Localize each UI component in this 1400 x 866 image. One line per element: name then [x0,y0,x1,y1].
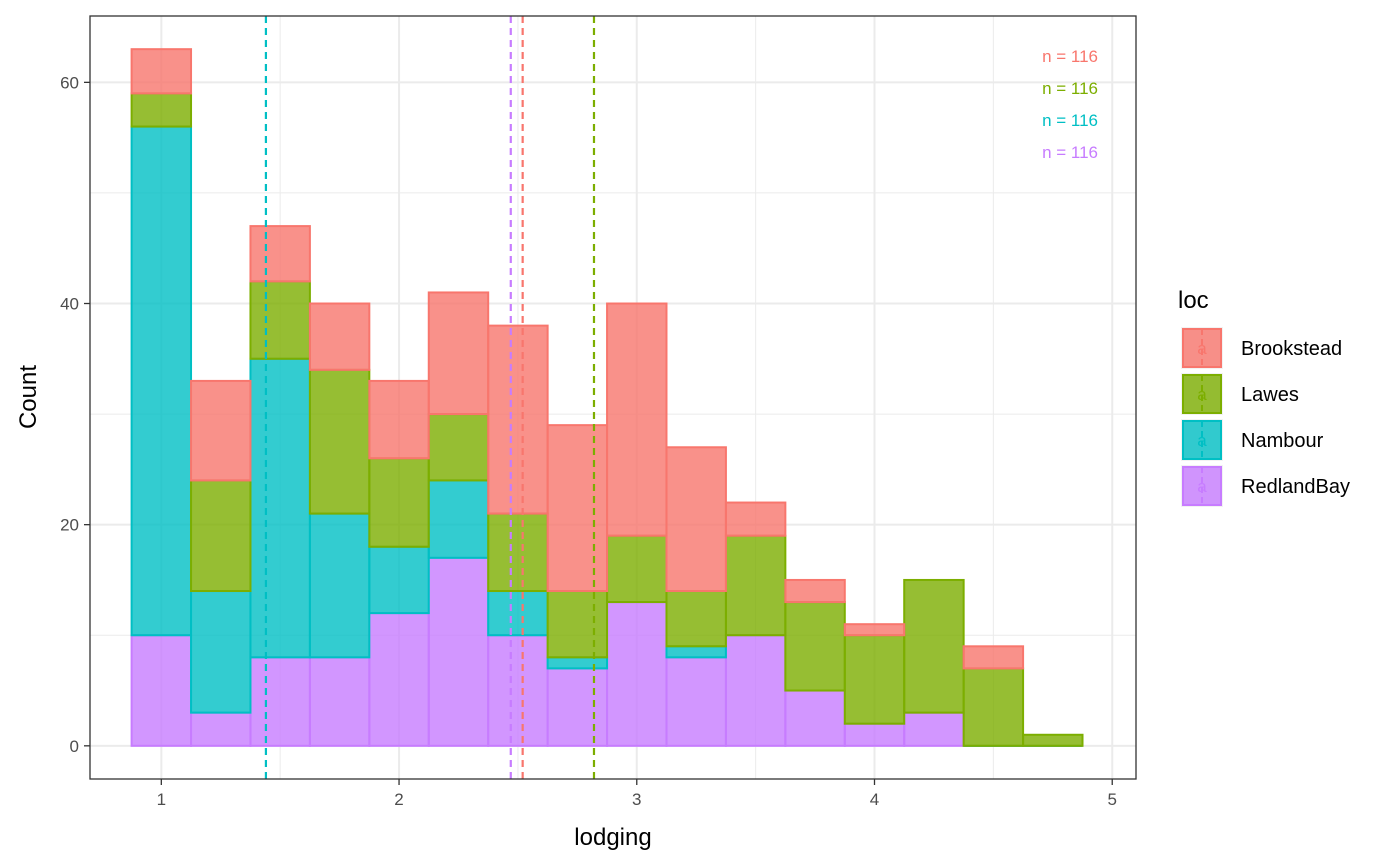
bar-brookstead [665,446,727,593]
count-annotation-nambour: n = 116 [1042,111,1098,130]
bar-redlandbay [487,634,549,747]
count-annotation-redlandbay: n = 116 [1042,143,1098,162]
bar-nambour [190,590,252,714]
bar-redlandbay [784,689,846,747]
bar-lawes [546,590,609,659]
bar-nambour [487,590,549,637]
bar-lawes [784,601,846,692]
bar-brookstead [724,501,787,537]
bar-lawes [843,634,906,725]
legend-label-nambour: Nambour [1241,430,1324,452]
bar-brookstead [427,291,490,416]
bar-brookstead [130,48,193,95]
bar-nambour [427,479,490,559]
y-axis-ticks: 0 20 40 60 [60,73,90,756]
x-tick-label: 2 [394,790,403,809]
bar-brookstead [368,379,430,460]
bar-nambour [249,357,311,659]
bar-lawes [665,590,727,648]
bar-redlandbay [843,722,906,747]
y-tick-label: 20 [60,516,79,535]
x-axis-title: lodging [574,824,651,851]
legend-key-glyph: a [1197,385,1207,404]
legend-label-lawes: Lawes [1241,384,1299,406]
bar-redlandbay [427,556,490,747]
bar-lawes [130,92,193,128]
bar-nambour [546,656,609,670]
bar-brookstead [784,578,846,604]
bar-brookstead [843,623,906,637]
bar-brookstead [487,324,549,515]
x-tick-label: 4 [870,790,879,809]
bar-lawes [427,413,490,482]
count-annotation-lawes: n = 116 [1042,79,1098,98]
bar-redlandbay [606,601,668,747]
legend: a Brookstead a Lawes a Nambour a RedlandBay [1181,327,1350,507]
x-axis-ticks: 1 2 3 4 5 [157,779,1117,809]
bar-lawes [1022,733,1084,747]
bar-brookstead [606,302,668,537]
x-tick-label: 5 [1107,790,1116,809]
bar-brookstead [962,645,1025,670]
bar-brookstead [546,424,609,593]
bar-lawes [308,368,371,515]
bar-lawes [487,512,549,593]
y-tick-label: 40 [60,295,79,314]
count-annotations: n = 116 n = 116 n = 116 n = 116 [1042,47,1098,162]
bar-nambour [665,645,727,659]
bar-lawes [903,578,965,714]
bar-lawes [606,534,668,604]
bar-redlandbay [546,667,609,747]
bar-lawes [724,534,787,637]
y-axis-title: Count [15,365,42,429]
bar-brookstead [190,379,252,482]
bar-lawes [368,457,430,548]
legend-key-glyph: a [1197,477,1207,496]
y-tick-label: 60 [60,73,79,92]
bar-brookstead [249,225,311,283]
x-tick-label: 3 [632,790,641,809]
bar-nambour [368,545,430,615]
count-annotation-brookstead: n = 116 [1042,47,1098,66]
x-tick-label: 1 [157,790,166,809]
bar-redlandbay [308,656,371,747]
bar-redlandbay [665,656,727,747]
legend-label-redlandbay: RedlandBay [1241,476,1350,498]
y-tick-label: 0 [70,737,79,756]
bar-redlandbay [190,711,252,747]
bar-nambour [130,125,193,637]
legend-title: loc [1178,287,1209,314]
bar-nambour [308,512,371,659]
bar-redlandbay [724,634,787,747]
bar-redlandbay [130,634,193,747]
bar-lawes [190,479,252,593]
bar-redlandbay [249,656,311,747]
legend-key-glyph: a [1197,431,1207,450]
bar-redlandbay [368,612,430,747]
bars [130,48,1084,747]
bar-brookstead [308,302,371,371]
bar-redlandbay [903,711,965,747]
legend-key-glyph: a [1197,339,1207,358]
bar-lawes [962,667,1025,747]
bar-lawes [249,280,311,360]
legend-label-brookstead: Brookstead [1241,338,1342,360]
plot-border [89,15,1137,780]
